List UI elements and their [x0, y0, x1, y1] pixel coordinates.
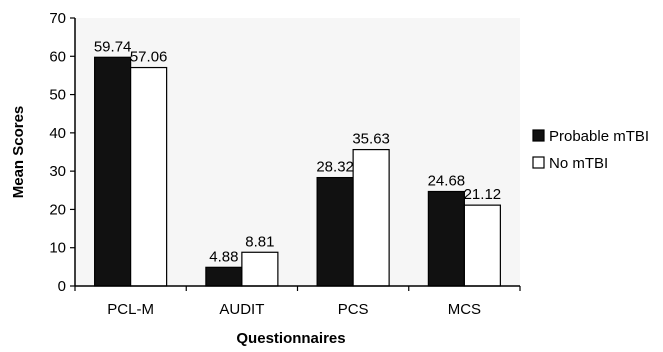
legend-swatch: [532, 129, 545, 142]
bar-probable-mtbi: [205, 266, 243, 287]
bar-no-mtbi: [463, 204, 501, 287]
x-tick-label: PCL-M: [107, 301, 154, 318]
bar-probable-mtbi: [316, 176, 354, 287]
x-tick-label: AUDIT: [219, 301, 264, 318]
x-axis: PCL-M AUDIT PCS MCS: [74, 285, 521, 318]
data-label: 57.06: [130, 49, 168, 66]
y-tick-label: 20: [49, 201, 66, 218]
data-label: 4.88: [209, 248, 238, 265]
data-label: 28.32: [316, 159, 354, 176]
y-tick-label: 10: [49, 240, 66, 257]
y-tick-label: 50: [49, 87, 66, 104]
y-axis-title: Mean Scores: [10, 106, 27, 199]
data-label: 21.12: [464, 186, 502, 203]
y-tick-label: 40: [49, 125, 66, 142]
x-tick-label: PCS: [338, 301, 369, 318]
legend-swatch: [532, 156, 545, 169]
bar-probable-mtbi: [94, 56, 132, 287]
x-tick-label: MCS: [448, 301, 481, 318]
data-label: 59.74: [94, 38, 132, 55]
data-label: 8.81: [245, 233, 274, 250]
bar-no-mtbi: [241, 251, 279, 287]
bars: [94, 56, 501, 287]
bar-probable-mtbi: [427, 190, 465, 287]
data-label: 24.68: [428, 173, 466, 190]
bar-no-mtbi: [352, 148, 390, 287]
y-tick-label: 30: [49, 163, 66, 180]
legend: Probable mTBI No mTBI: [532, 128, 649, 172]
y-axis: 0 10 20 30 40 50 60 70: [49, 10, 76, 295]
y-tick-label: 0: [58, 278, 66, 295]
data-label: 35.63: [352, 131, 390, 148]
x-axis-title: Questionnaires: [236, 330, 345, 347]
y-tick-label: 60: [49, 48, 66, 65]
legend-label: No mTBI: [549, 155, 608, 172]
y-tick-label: 70: [49, 10, 66, 27]
bar-no-mtbi: [130, 66, 168, 287]
legend-label: Probable mTBI: [549, 128, 649, 145]
